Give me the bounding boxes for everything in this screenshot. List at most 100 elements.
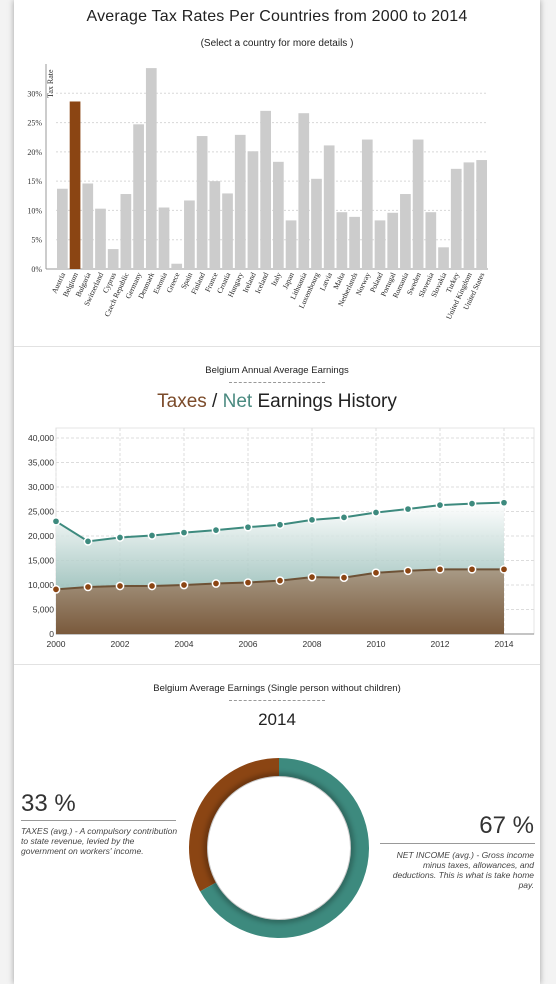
bar <box>171 263 183 269</box>
bar <box>349 216 360 269</box>
dashed-underline <box>229 700 325 701</box>
point-net <box>83 537 93 546</box>
taxes-percent: 33 % <box>21 790 76 817</box>
bar <box>476 160 487 269</box>
donut-inner-shadow <box>204 773 354 923</box>
y-tick-label: 25% <box>27 119 42 128</box>
taxes-note: TAXES (avg.) - A compulsory contribution… <box>21 826 178 856</box>
earnings-history-chart[interactable]: 0 5,000 10,000 15,000 20,000 25,000 30,000 35,0… <box>0 0 556 660</box>
x-tick-label: 2002 <box>111 639 130 649</box>
point-net <box>179 528 189 537</box>
bar-chart-subtitle: (Select a country for more details ) <box>200 38 354 49</box>
point-net <box>467 499 477 509</box>
y-tick-label: 20,000 <box>28 531 54 541</box>
bar <box>120 194 132 269</box>
bar <box>158 207 170 269</box>
point-taxes <box>499 564 509 574</box>
bar <box>450 168 462 269</box>
point-net <box>435 500 445 510</box>
point-taxes <box>243 578 253 587</box>
point-net <box>307 515 317 525</box>
point-net <box>371 508 381 517</box>
bar <box>196 136 208 269</box>
section-divider <box>14 664 540 665</box>
heading-net: Net <box>222 391 253 412</box>
point-net <box>51 516 61 526</box>
donut-chart-label: Belgium Average Earnings (Single person … <box>153 683 401 694</box>
bar <box>234 134 246 269</box>
donut-hole <box>208 777 350 919</box>
bar <box>311 178 322 269</box>
donut-slice-taxes <box>188 758 279 892</box>
point-net <box>211 525 221 535</box>
bar <box>323 145 335 269</box>
point-taxes <box>211 579 221 588</box>
bar <box>463 162 475 269</box>
point-taxes <box>467 564 477 574</box>
heading-taxes: Taxes <box>157 391 207 412</box>
bar <box>273 161 284 269</box>
bar <box>145 68 157 269</box>
y-tick-label: 15% <box>27 177 42 186</box>
bar <box>387 212 399 269</box>
y-axis-label: Tax Rate <box>46 69 55 98</box>
point-taxes <box>435 564 445 574</box>
bar <box>107 249 119 269</box>
dashed-underline <box>229 382 325 383</box>
y-tick-label: 25,000 <box>28 507 54 517</box>
x-tick-label: 2014 <box>495 639 514 649</box>
y-tick-label: 30% <box>27 89 42 98</box>
point-taxes <box>339 573 349 583</box>
bar <box>222 193 233 269</box>
bar <box>69 101 81 269</box>
y-tick-label: 20% <box>27 148 42 157</box>
bar <box>336 212 348 269</box>
bar <box>298 113 310 269</box>
bar <box>247 151 259 269</box>
heading-slash: / <box>206 391 223 412</box>
x-tick-label: 2008 <box>303 639 322 649</box>
bar <box>184 200 195 269</box>
point-net <box>499 498 509 508</box>
bar-chart-title: Average Tax Rates Per Countries from 200… <box>86 8 468 25</box>
bar <box>260 110 271 269</box>
x-tick-label: 2012 <box>431 639 450 649</box>
heading-rest: Earnings History <box>252 391 397 412</box>
tax-rate-bar-chart[interactable]: 0%5%10%15%20%25%30% Tax RateAustriaBelgiu… <box>0 0 556 345</box>
y-tick-label: 40,000 <box>28 433 54 443</box>
y-tick-label: 5% <box>31 236 42 245</box>
bar <box>425 212 437 269</box>
bar <box>361 139 373 269</box>
earnings-chart-heading: Taxes / Net Earnings History <box>14 391 540 413</box>
x-tick-label: 2010 <box>367 639 386 649</box>
point-net <box>275 520 285 530</box>
point-taxes <box>403 566 413 576</box>
y-tick-label: 35,000 <box>28 458 54 468</box>
point-net <box>115 533 125 542</box>
bar <box>57 188 68 269</box>
point-net <box>339 513 349 522</box>
bar <box>412 139 424 269</box>
x-tick-label: 2006 <box>239 639 258 649</box>
bar <box>400 194 411 269</box>
point-taxes <box>371 568 381 578</box>
earnings-chart-label: Belgium Annual Average Earnings <box>205 365 349 376</box>
section-divider <box>14 346 540 347</box>
point-net <box>243 522 253 532</box>
point-net <box>403 504 413 514</box>
taxes-rule <box>21 820 176 821</box>
y-tick-label: 10,000 <box>28 580 54 590</box>
bar <box>374 220 386 269</box>
y-tick-label: 0 <box>49 629 54 639</box>
y-tick-label: 5,000 <box>33 605 55 615</box>
y-tick-label: 10% <box>27 206 42 215</box>
x-tick-label: 2000 <box>47 639 66 649</box>
y-tick-label: 30,000 <box>28 482 54 492</box>
point-taxes <box>115 581 125 591</box>
bar <box>285 220 297 269</box>
net-note: NET INCOME (avg.) - Gross income minus t… <box>392 850 534 890</box>
point-taxes <box>275 576 285 585</box>
net-percent: 67 % <box>479 812 534 839</box>
point-taxes <box>179 580 189 590</box>
